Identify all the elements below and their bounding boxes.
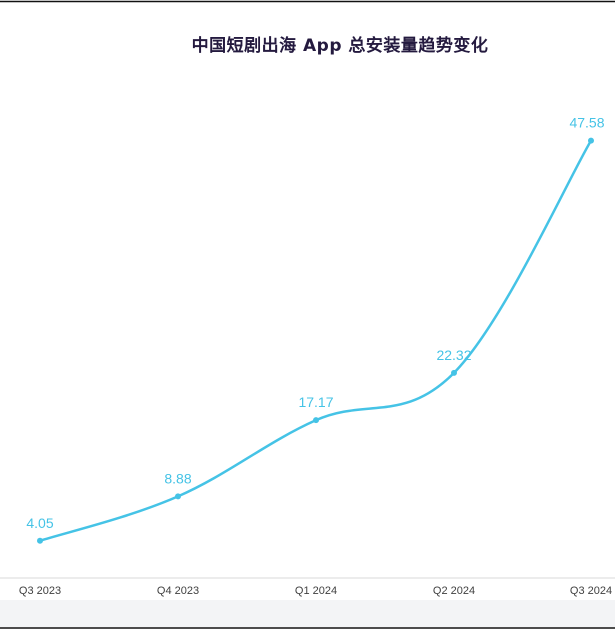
- data-label-1: 8.88: [164, 470, 191, 486]
- data-point-1: [175, 493, 181, 500]
- labels-layer: 4.05 8.88 17.17 22.32 47.58: [26, 115, 604, 531]
- data-point-4: [588, 137, 594, 144]
- series-line: [38, 139, 593, 543]
- x-tick-label-3: Q2 2024: [433, 585, 475, 597]
- x-tick-label-1: Q4 2023: [157, 585, 199, 597]
- chart-title: 中国短剧出海 App 总安装量趋势变化: [191, 36, 489, 56]
- x-tick-label-2: Q1 2024: [295, 585, 337, 597]
- data-label-2: 17.17: [298, 394, 333, 410]
- data-point-2: [313, 417, 319, 424]
- bottom-band: [0, 600, 615, 627]
- x-tick-label-0: Q3 2023: [19, 585, 61, 597]
- data-label-0: 4.05: [26, 515, 53, 531]
- x-tick-label-4: Q3 2024: [570, 585, 612, 597]
- data-label-4: 47.58: [569, 115, 604, 131]
- data-label-3: 22.32: [436, 347, 471, 363]
- data-point-3: [451, 369, 457, 376]
- series-layer: [37, 137, 594, 544]
- ticks-layer: Q3 2023 Q4 2023 Q1 2024 Q2 2024 Q3 2024: [19, 585, 612, 597]
- data-point-0: [37, 537, 43, 544]
